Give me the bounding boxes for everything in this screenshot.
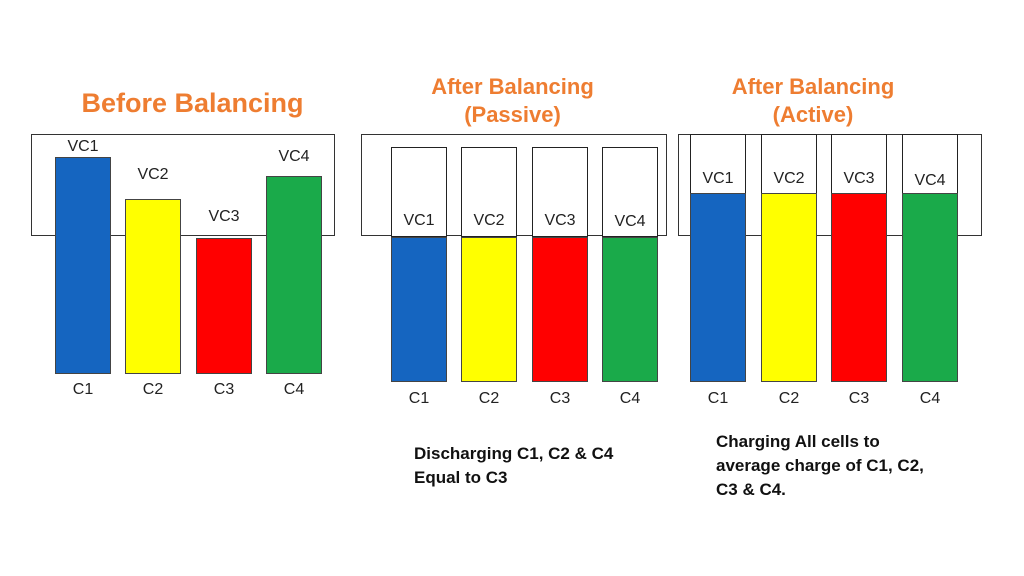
passive-title-line2: (Passive)	[464, 102, 561, 127]
active-vc4-label: VC4	[914, 172, 946, 189]
active-bar-c1	[690, 193, 746, 382]
passive-vc1-label: VC1	[403, 212, 435, 229]
passive-removed-c2	[461, 147, 517, 237]
passive-c2-label: C2	[478, 390, 500, 407]
passive-caption-line2: Equal to C3	[414, 468, 508, 487]
passive-vc3-label: VC3	[544, 212, 576, 229]
before-vc4-label: VC4	[278, 148, 310, 165]
active-caption: Charging All cells to average charge of …	[716, 430, 924, 502]
passive-vc4-label: VC4	[614, 213, 646, 230]
passive-removed-c3	[532, 147, 588, 237]
active-c2-label: C2	[778, 390, 800, 407]
active-frame	[678, 134, 982, 236]
active-caption-line3: C3 & C4.	[716, 480, 786, 499]
before-vc2-label: VC2	[137, 166, 169, 183]
active-bar-c4	[902, 193, 958, 382]
before-c3-label: C3	[213, 381, 235, 398]
active-c1-label: C1	[707, 390, 729, 407]
before-c4-label: C4	[283, 381, 305, 398]
before-vc3-label: VC3	[208, 208, 240, 225]
before-title: Before Balancing	[81, 88, 304, 118]
active-c3-label: C3	[848, 390, 870, 407]
active-title-line2: (Active)	[772, 102, 854, 127]
before-bar-c4	[266, 176, 322, 374]
before-vc1-label: VC1	[67, 138, 99, 155]
active-bar-c2	[761, 193, 817, 382]
before-bar-c3	[196, 238, 252, 374]
passive-title: After Balancing (Passive)	[380, 73, 645, 129]
before-c2-label: C2	[142, 381, 164, 398]
passive-bar-c1	[391, 237, 447, 382]
passive-bar-c4	[602, 237, 658, 382]
active-target-c1	[690, 134, 746, 194]
passive-removed-c4	[602, 147, 658, 237]
active-caption-line1: Charging All cells to	[716, 432, 880, 451]
active-caption-line2: average charge of C1, C2,	[716, 456, 924, 475]
passive-removed-c1	[391, 147, 447, 237]
active-vc2-label: VC2	[773, 170, 805, 187]
passive-caption-line1: Discharging C1, C2 & C4	[414, 444, 614, 463]
active-target-c4	[902, 134, 958, 194]
passive-bar-c3	[532, 237, 588, 382]
before-frame	[31, 134, 335, 236]
passive-caption: Discharging C1, C2 & C4 Equal to C3	[414, 442, 613, 490]
passive-vc2-label: VC2	[473, 212, 505, 229]
passive-c3-label: C3	[549, 390, 571, 407]
passive-title-line1: After Balancing	[431, 74, 594, 99]
passive-bar-c2	[461, 237, 517, 382]
active-bar-c3	[831, 193, 887, 382]
active-title: After Balancing (Active)	[698, 73, 928, 129]
passive-c1-label: C1	[408, 390, 430, 407]
active-title-line1: After Balancing	[731, 74, 895, 99]
passive-c4-label: C4	[619, 390, 641, 407]
before-bar-c1	[55, 157, 111, 374]
before-bar-c2	[125, 199, 181, 374]
active-vc1-label: VC1	[702, 170, 734, 187]
before-c1-label: C1	[72, 381, 94, 398]
active-vc3-label: VC3	[843, 170, 875, 187]
active-target-c3	[831, 134, 887, 194]
active-c4-label: C4	[919, 390, 941, 407]
